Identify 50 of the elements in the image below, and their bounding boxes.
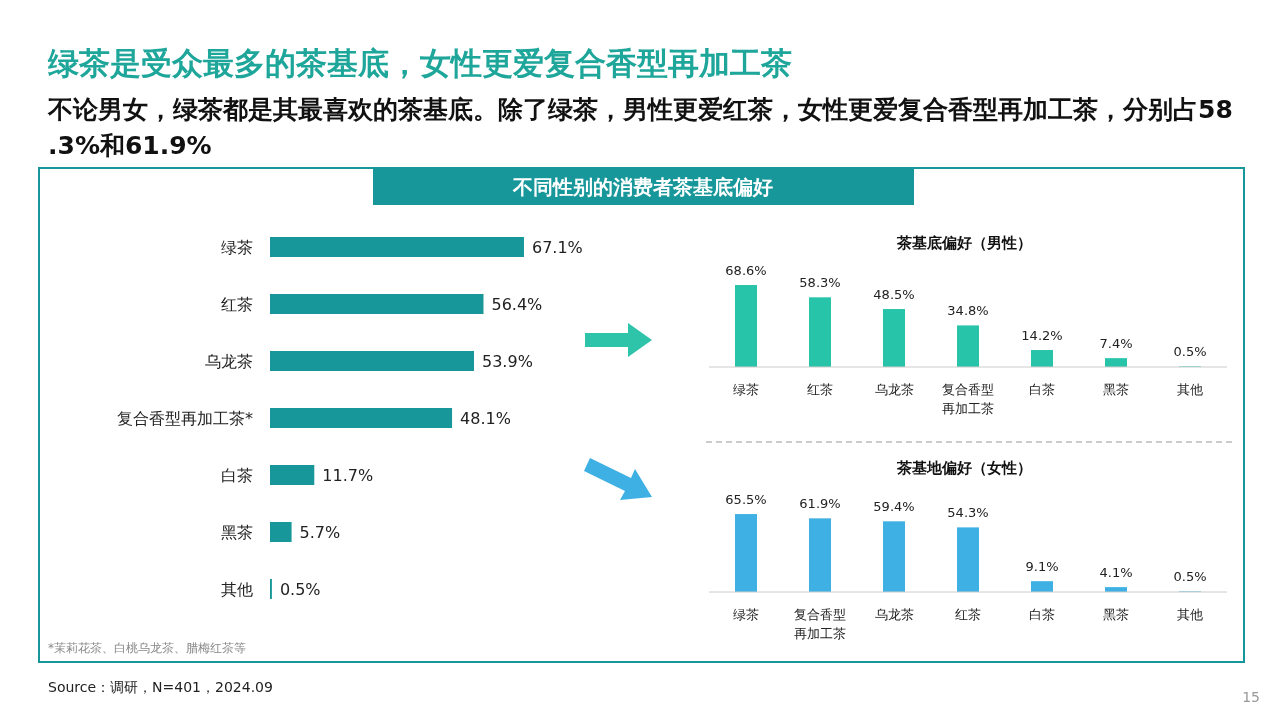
x-tick-label: 白茶 — [1029, 607, 1055, 622]
x-tick-label: 红茶 — [807, 382, 833, 397]
x-tick-label: 黑茶 — [1103, 607, 1129, 622]
data-label: 9.1% — [1025, 559, 1059, 575]
y-tick-label: 复合香型再加工茶* — [117, 409, 253, 428]
data-label: 34.8% — [947, 303, 989, 319]
x-tick-label: 其他 — [1177, 607, 1203, 622]
x-tick-label: 复合香型再加工茶 — [942, 382, 994, 416]
data-label: 4.1% — [1099, 565, 1133, 581]
data-label: 65.5% — [725, 492, 767, 508]
x-tick-label: 乌龙茶 — [874, 607, 914, 622]
y-tick-label: 红茶 — [221, 295, 253, 314]
text: 不论男女，绿茶都是其最喜欢的茶基底。除了绿茶，男性更爱红茶，女性更爱复合香型再加工茶，分别占58.3%和61.9% — [47, 95, 1233, 160]
data-label: 48.5% — [873, 287, 915, 303]
y-tick-label: 乌龙茶 — [205, 352, 253, 371]
x-tick-label: 复合香型再加工茶 — [794, 607, 846, 641]
chart-title: 茶基地偏好（女性） — [895, 459, 1032, 477]
y-tick-label: 其他 — [221, 580, 253, 599]
data-label: 5.7% — [299, 523, 341, 542]
x-tick-label: 白茶 — [1029, 382, 1055, 397]
data-label: 54.3% — [947, 505, 989, 521]
text: 不同性别的消费者茶基底偏好 — [512, 175, 773, 199]
y-tick-label: 白茶 — [221, 466, 253, 485]
x-tick-label: 绿茶 — [733, 607, 759, 622]
x-tick-label: 绿茶 — [733, 382, 759, 397]
data-label: 14.2% — [1021, 328, 1063, 344]
data-label: 56.4% — [491, 295, 543, 314]
y-tick-label: 绿茶 — [221, 238, 253, 257]
x-tick-label: 其他 — [1177, 382, 1203, 397]
data-label: 53.9% — [482, 352, 533, 371]
data-label: 67.1% — [531, 238, 583, 257]
data-label: 59.4% — [873, 499, 915, 515]
data-label: 68.6% — [725, 263, 767, 279]
data-label: 0.5% — [1173, 569, 1207, 585]
text: *茉莉花茶、白桃乌龙茶、腊梅红茶等 — [48, 641, 246, 655]
data-label: 0.5% — [279, 580, 321, 599]
data-label: 58.3% — [799, 275, 841, 291]
text: 15 — [1242, 689, 1260, 705]
x-tick-label: 黑茶 — [1103, 382, 1129, 397]
data-label: 48.1% — [460, 409, 511, 428]
data-label: 0.5% — [1173, 344, 1207, 360]
data-label: 7.4% — [1099, 336, 1133, 352]
text: 绿茶是受众最多的茶基底，女性更爱复合香型再加工茶 — [47, 45, 792, 81]
y-tick-label: 黑茶 — [221, 523, 253, 542]
x-tick-label: 红茶 — [955, 607, 981, 622]
data-label: 61.9% — [799, 496, 841, 512]
data-label: 11.7% — [322, 466, 374, 485]
x-tick-label: 乌龙茶 — [874, 382, 914, 397]
chart-title: 茶基底偏好（男性） — [895, 234, 1032, 252]
source-note: Source：调研，N=401，2024.09 — [48, 679, 273, 695]
